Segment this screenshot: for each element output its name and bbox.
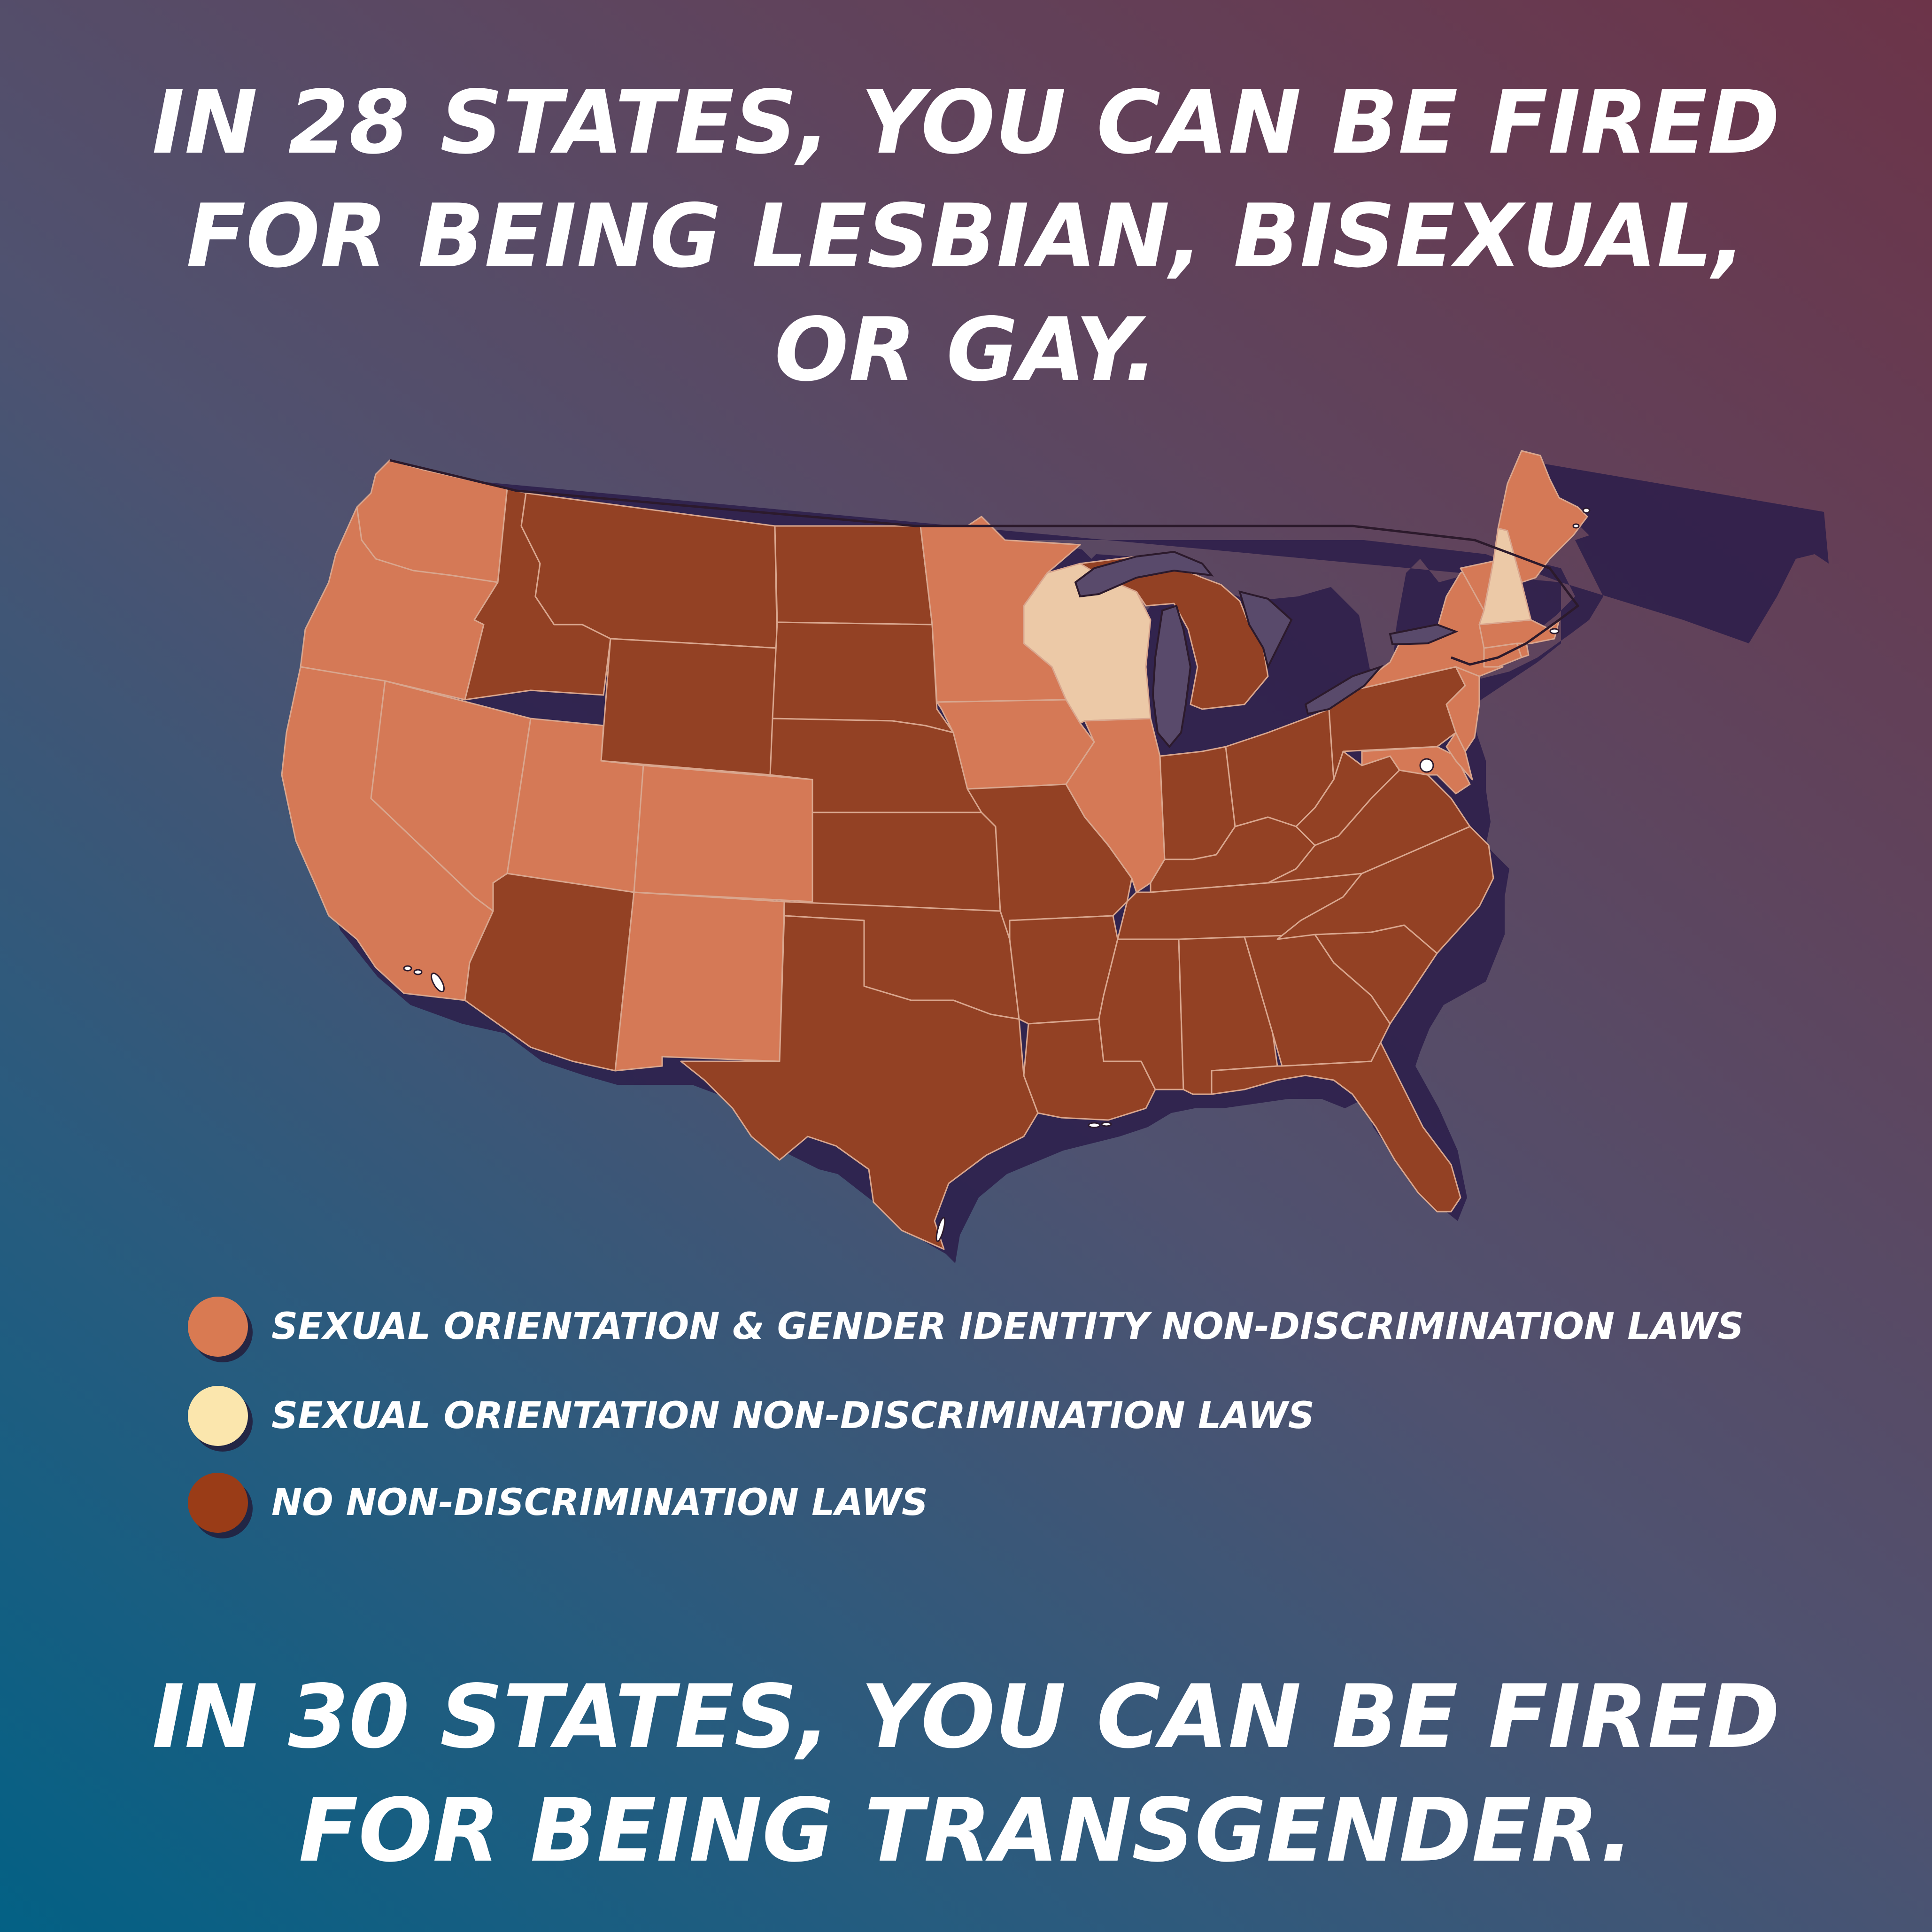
state-de: [1445, 732, 1473, 781]
legend-item-so-only: SEXUAL ORIENTATION NON-DISCRIMINATION LA…: [188, 1383, 1832, 1449]
state-mi: [1079, 556, 1269, 710]
state-nc: [1276, 826, 1494, 954]
headline-bottom-line-1: IN 30 STATES, YOU CAN BE FIRED: [152, 1666, 1780, 1768]
state-me: [1497, 450, 1588, 583]
great-lakes: [1074, 550, 1459, 749]
lake-erie: [1304, 665, 1384, 715]
legend-label-sogi: SEXUAL ORIENTATION & GENDER IDENTITY NON…: [271, 1306, 1744, 1348]
lake-superior: [1074, 550, 1214, 598]
maine-island: [1582, 507, 1591, 514]
headline-bottom-line-2: FOR BEING TRANSGENDER.: [298, 1779, 1634, 1881]
channel-island: [431, 972, 445, 993]
maine-island: [1572, 523, 1580, 529]
headline-top: IN 28 STATES, YOU CAN BE FIRED FOR BEING…: [0, 66, 1932, 407]
headline-bottom: IN 30 STATES, YOU CAN BE FIRED FOR BEING…: [0, 1660, 1932, 1887]
nantucket: [1549, 628, 1560, 634]
lake-michigan: [1151, 604, 1192, 749]
gulf-island: [1101, 1121, 1112, 1127]
headline-top-line-2: FOR BEING LESBIAN, BISEXUAL,: [186, 185, 1746, 287]
legend-label-none: NO NON-DISCRIMINATION LAWS: [271, 1482, 928, 1524]
legend-item-sogi: SEXUAL ORIENTATION & GENDER IDENTITY NON…: [188, 1294, 1832, 1360]
state-ma: [1478, 619, 1560, 649]
state-nm: [614, 891, 785, 1072]
state-md: [1361, 746, 1471, 795]
state-nd: [774, 525, 933, 626]
islands: [403, 507, 1591, 1242]
legend-dot-sogi: [188, 1297, 248, 1357]
channel-island: [403, 965, 412, 972]
headline-top-line-3: OR GAY.: [774, 299, 1158, 401]
gulf-island: [1088, 1122, 1101, 1128]
states: [281, 450, 1588, 1250]
legend-item-none: NO NON-DISCRIMINATION LAWS: [188, 1470, 1832, 1536]
legend-dot-none: [188, 1473, 248, 1533]
state-co: [633, 765, 813, 903]
lake-ontario: [1389, 623, 1459, 646]
state-sd: [772, 621, 954, 734]
map-outline: [389, 459, 1580, 666]
state-fl: [1211, 1042, 1461, 1213]
state-nj: [1445, 666, 1480, 752]
channel-island: [413, 969, 423, 975]
state-wy: [600, 638, 778, 776]
state-ks: [811, 811, 1001, 912]
headline-top-line-1: IN 28 STATES, YOU CAN BE FIRED: [152, 71, 1780, 173]
lake-huron: [1238, 590, 1293, 670]
legend-dot-so-only: [188, 1386, 248, 1446]
dc-marker: [1419, 758, 1434, 773]
legend-label-so-only: SEXUAL ORIENTATION NON-DISCRIMINATION LA…: [271, 1395, 1314, 1437]
texas-barrier-island: [935, 1217, 946, 1242]
